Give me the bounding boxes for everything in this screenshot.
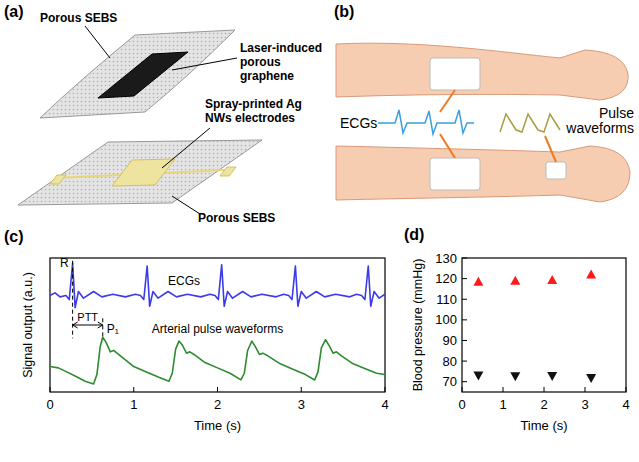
annotation-line	[72, 261, 73, 339]
plot-frame	[462, 258, 626, 392]
x-tick	[544, 387, 545, 392]
x-tick-label: 2	[540, 397, 547, 412]
x-tick-label: 0	[46, 397, 53, 412]
x-tick	[217, 387, 218, 392]
point	[547, 372, 557, 381]
y-tick	[462, 278, 467, 279]
x-tick	[301, 387, 302, 392]
marks	[473, 269, 596, 382]
x-tick-label: 4	[381, 397, 388, 412]
figure: (a) (b) (c) (d) Porous SEBS Laser-inducedporo…	[0, 0, 639, 462]
plot-frame	[50, 258, 385, 392]
x-tick	[585, 387, 586, 392]
y-tick-label: 100	[435, 312, 457, 327]
x-tick-label: 1	[130, 397, 137, 412]
text-line: Porous SEBS	[40, 11, 117, 25]
electrode-end	[220, 167, 236, 176]
panel-letter: (c)	[4, 228, 24, 245]
y-tick-label: 70	[443, 374, 457, 389]
y-tick-label: 90	[443, 333, 457, 348]
text-line: porous	[240, 55, 281, 69]
arm	[336, 146, 630, 202]
y-tick	[462, 361, 467, 362]
wire	[545, 136, 556, 162]
y-tick-label: 110	[436, 292, 457, 307]
chart-c: 0 1 2 3 4 Time (s) Signal output (a.u.) ECGs Art…	[21, 256, 389, 433]
pulse-icon	[500, 114, 560, 132]
point	[473, 277, 483, 286]
diagram-label: Porous SEBS	[198, 211, 275, 225]
electrode-end	[50, 175, 66, 184]
patch	[546, 162, 566, 179]
leader-line	[172, 58, 237, 70]
panel-letter: (d)	[404, 226, 424, 243]
diagram-label: Spray-printed AgNWs electrodes	[205, 97, 302, 125]
panel-letter: (a)	[4, 3, 24, 20]
y-tick	[462, 381, 467, 382]
series-label: Arterial pulse waveforms	[152, 322, 283, 336]
diagram-label: Porous SEBS	[40, 11, 117, 25]
annotation-label: PTT	[77, 311, 98, 323]
x-tick-label: 0	[458, 397, 465, 412]
text-line: Pulse	[599, 105, 634, 121]
point	[510, 276, 520, 285]
text-line: NWs electrodes	[205, 111, 295, 125]
bottom-sheet	[18, 140, 262, 205]
diagram-label: ECGs	[340, 115, 377, 131]
y-axis-title: Blood pressure (mmHg)	[411, 259, 425, 392]
point	[510, 372, 520, 381]
y-tick-label: 130	[435, 251, 457, 266]
text-line: graphene	[240, 69, 294, 83]
annotation-label: R	[60, 256, 69, 270]
y-axis-title: Signal output (a.u.)	[21, 272, 35, 378]
x-tick-label: 3	[581, 397, 588, 412]
y-tick-label: 120	[435, 271, 457, 286]
series-line	[50, 263, 385, 307]
arm	[336, 43, 628, 100]
leader-line	[85, 26, 110, 58]
leader-line	[162, 128, 210, 168]
patch	[430, 158, 480, 190]
chart-d: 0 1 2 3 4 70 80 90 100 110 120 130 Time (s) Blood pre…	[411, 251, 630, 434]
diagram-label: Laser-inducedporousgraphene	[240, 41, 322, 83]
x-axis-title: Time (s)	[520, 418, 567, 433]
series-line	[50, 337, 385, 384]
text-line: Spray-printed Ag	[205, 97, 302, 111]
x-axis-title: Time (s)	[194, 418, 241, 433]
diagram-a: Porous SEBS Laser-inducedporousgraphene Sp…	[18, 11, 322, 225]
diagram-label: Pulsewaveforms	[565, 105, 634, 136]
x-tick	[133, 387, 134, 392]
text-line: waveforms	[565, 120, 634, 136]
series-label: ECGs	[168, 274, 200, 288]
y-tick	[462, 340, 467, 341]
x-tick	[503, 387, 504, 392]
y-tick	[462, 299, 467, 300]
panel-letter: (b)	[334, 3, 354, 20]
wire	[440, 134, 455, 158]
x-tick-label: 4	[622, 397, 629, 412]
point	[473, 372, 483, 381]
annotation-label: P₁	[107, 322, 119, 336]
x-tick-label: 2	[214, 397, 221, 412]
text-line: Porous SEBS	[198, 211, 275, 225]
electrode-pad	[112, 159, 175, 186]
text-line: Laser-induced	[240, 41, 322, 55]
x-tick-label: 1	[499, 397, 506, 412]
point	[547, 275, 557, 284]
y-tick	[462, 319, 467, 320]
ecg-icon	[378, 110, 474, 134]
marks	[50, 263, 385, 384]
point	[586, 374, 596, 383]
annotation-line	[102, 318, 103, 337]
x-tick-label: 3	[298, 397, 305, 412]
point	[586, 269, 596, 278]
wire	[440, 90, 455, 112]
leader-line	[172, 196, 200, 214]
graphene	[98, 52, 188, 98]
diagram-b: ECGs Pulsewaveforms	[336, 43, 634, 202]
patch	[430, 58, 480, 90]
y-tick-label: 80	[443, 354, 457, 369]
